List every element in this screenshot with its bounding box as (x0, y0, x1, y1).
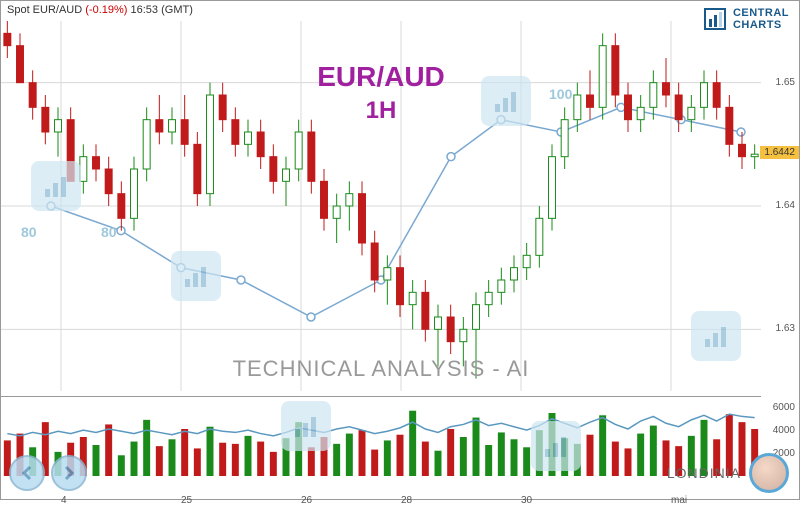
chart-container: Spot EUR/AUD (-0.19%) 16:53 (GMT) CENTRA… (0, 0, 800, 500)
nav-next-button[interactable] (51, 455, 87, 491)
volume-panel[interactable] (1, 396, 761, 476)
londinia-label: LONDINIA (667, 465, 741, 481)
price-y-axis: 1.631.641.65 (759, 21, 799, 391)
decorative-icon (281, 401, 331, 451)
decorative-icon (481, 76, 531, 126)
instrument-label: Spot EUR/AUD (7, 4, 82, 16)
badge-100: 100 (549, 86, 572, 102)
nav-arrows (9, 455, 87, 491)
last-price-tag: 1.6442 (760, 146, 799, 159)
decorative-icon (691, 311, 741, 361)
decorative-icon (531, 421, 581, 471)
arrow-right-icon (60, 464, 78, 482)
decorative-icon (171, 251, 221, 301)
arrow-left-icon (18, 464, 36, 482)
header-info: Spot EUR/AUD (-0.19%) 16:53 (GMT) (7, 4, 193, 16)
pct-change: (-0.19%) (85, 4, 127, 16)
nav-prev-button[interactable] (9, 455, 45, 491)
price-chart[interactable] (1, 21, 761, 391)
avatar-icon (749, 453, 789, 493)
badge-80b: 80 (101, 224, 117, 240)
timestamp: 16:53 (GMT) (131, 4, 193, 16)
londinia-brand[interactable]: LONDINIA (667, 453, 789, 493)
badge-80a: 80 (21, 224, 37, 240)
decorative-icon (31, 161, 81, 211)
